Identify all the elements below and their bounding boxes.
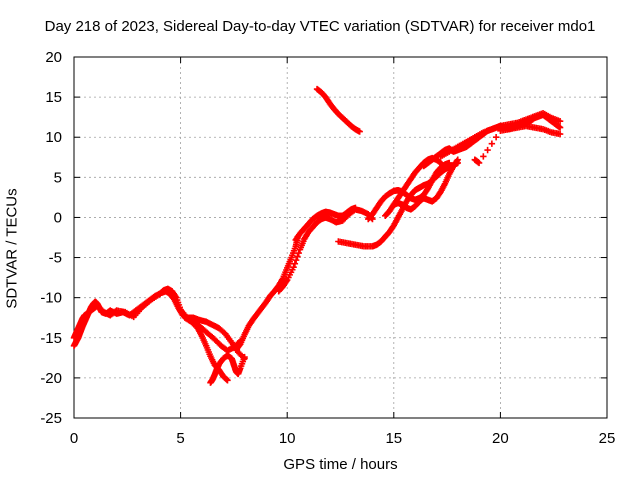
- data-point: [437, 159, 444, 167]
- data-point: [292, 256, 300, 264]
- data-point: [290, 263, 297, 271]
- data-point: [241, 353, 248, 361]
- plot-frame: [73, 56, 608, 419]
- series-7: [313, 85, 363, 135]
- series-14: [471, 122, 564, 167]
- x-tick-label: 25: [599, 430, 616, 447]
- x-tick-label: 15: [385, 430, 402, 447]
- data-point: [295, 249, 302, 257]
- series-1: [70, 285, 248, 362]
- data-point: [488, 140, 496, 147]
- data-point: [475, 159, 483, 167]
- data-point: [480, 153, 487, 160]
- x-tick-label: 5: [176, 430, 184, 447]
- data-point: [446, 159, 453, 167]
- x-axis-label: GPS time / hours: [283, 456, 398, 473]
- series-5: [275, 206, 376, 295]
- data-point: [172, 293, 179, 300]
- series-13: [437, 109, 564, 160]
- series-12: [420, 111, 564, 170]
- y-tick-label: -25: [40, 410, 62, 427]
- data-point: [283, 278, 290, 285]
- y-tick-label: 5: [54, 169, 62, 186]
- data-point: [556, 124, 564, 131]
- y-tick-label: 15: [45, 89, 62, 106]
- series-11: [390, 156, 461, 213]
- data-point: [453, 157, 461, 165]
- y-tick-label: -20: [40, 370, 62, 387]
- data-point: [356, 128, 363, 135]
- data-point: [556, 117, 564, 125]
- data-point: [352, 204, 359, 212]
- data-point: [556, 130, 564, 138]
- data-point: [291, 260, 299, 267]
- data-points: [70, 85, 564, 386]
- y-tick-label: -5: [49, 250, 62, 267]
- y-tick-label: -10: [40, 290, 62, 307]
- data-point: [454, 156, 461, 163]
- series-3: [207, 352, 248, 386]
- chart-title: Day 218 of 2023, Sidereal Day-to-day VTE…: [44, 18, 596, 35]
- x-tick-label: 20: [492, 430, 509, 447]
- data-point: [484, 146, 491, 154]
- data-point: [294, 253, 301, 260]
- data-point: [224, 377, 231, 384]
- x-tick-label: 0: [70, 430, 78, 447]
- y-tick-label: 20: [45, 49, 62, 66]
- y-tick-label: 10: [45, 129, 62, 146]
- series-9: [365, 159, 453, 223]
- data-point: [492, 134, 500, 141]
- x-tick-label: 10: [279, 430, 296, 447]
- data-point: [223, 376, 230, 383]
- series-4: [232, 233, 302, 354]
- ticks: 0 5 10 15 20 25 -25 -20 -15 -10 -5 0 5 10 15 20: [40, 49, 615, 447]
- grid: [74, 57, 607, 418]
- y-tick-label: 0: [54, 209, 62, 226]
- y-tick-label: -15: [40, 330, 62, 347]
- series-6: [292, 204, 359, 244]
